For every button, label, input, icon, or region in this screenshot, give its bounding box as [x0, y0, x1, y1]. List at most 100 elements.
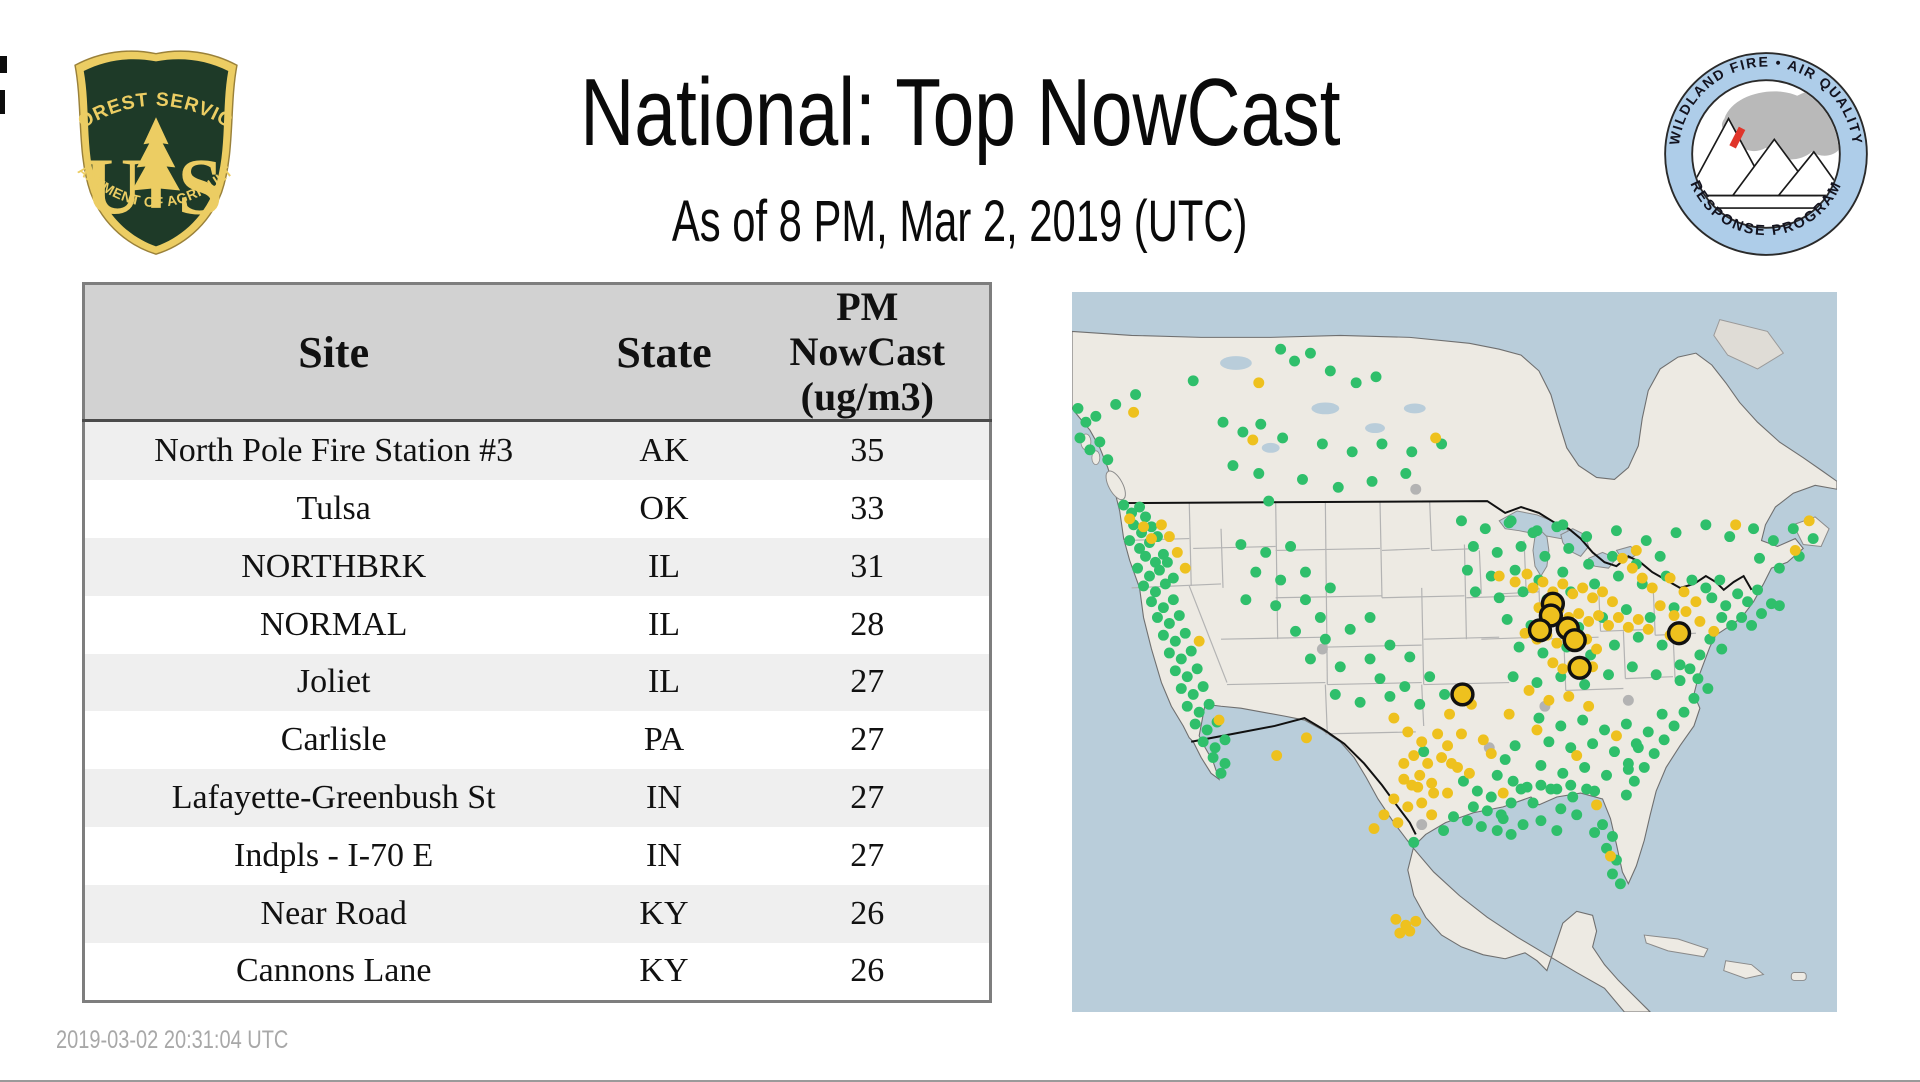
cell-pm-value: 27 [850, 663, 885, 701]
site-dot-good [1448, 811, 1459, 823]
site-dot-good [1157, 629, 1169, 641]
site-dot-good [1201, 724, 1213, 736]
generation-timestamp: 2019-03-02 20:31:04 UTC [56, 1026, 289, 1054]
site-dot-missing [1316, 643, 1328, 655]
pine-tree-icon [131, 117, 181, 208]
cell-state: KY [639, 952, 689, 990]
cell-pm-value: 28 [850, 605, 885, 643]
site-dot-good [1374, 673, 1386, 685]
site-dot-moderate [1253, 377, 1265, 389]
site-dot-moderate [1442, 740, 1454, 752]
site-dot-good [1181, 671, 1193, 683]
site-dot-good [1175, 653, 1187, 665]
site-dot-moderate [1557, 578, 1569, 590]
island-puerto-rico [1790, 972, 1807, 981]
site-dot-good [1300, 566, 1311, 578]
site-dot-good [1589, 827, 1601, 838]
table-row: Carlisle PA 27 [83, 711, 991, 770]
site-dot-moderate [1155, 519, 1167, 531]
site-dot-moderate [1626, 562, 1638, 574]
site-dot-good [1787, 523, 1799, 535]
site-dot-moderate [1531, 724, 1543, 736]
site-dot-moderate [1163, 531, 1175, 543]
site-dot-good [1551, 521, 1563, 533]
site-dot-good [1217, 416, 1229, 428]
site-dot-moderate [1416, 736, 1428, 748]
site-dot-good [1297, 473, 1308, 485]
site-dot-moderate [1402, 726, 1414, 738]
table-row: Joliet IL 27 [83, 653, 991, 712]
site-dot-moderate [1708, 625, 1720, 637]
site-dot-good [1507, 671, 1519, 683]
site-dot-good [1807, 533, 1819, 544]
site-dot-moderate [1551, 637, 1563, 649]
site-dot-good [1197, 681, 1209, 692]
site-dot-good [1551, 783, 1563, 795]
site-dot-good [1527, 527, 1539, 539]
site-dot-good [1724, 531, 1736, 543]
cell-site: Tulsa [296, 490, 371, 528]
site-dot-good [1240, 594, 1252, 606]
sites-map [1072, 292, 1837, 1012]
site-dot-good [1642, 726, 1654, 738]
site-dot-good [1638, 761, 1650, 773]
table-row: NORMAL IL 28 [83, 595, 991, 654]
site-dot-good [1505, 829, 1517, 840]
site-dot-good [1130, 389, 1142, 400]
site-dot-good [1418, 746, 1430, 758]
site-dot-good [1300, 594, 1311, 606]
table-row: Indpls - I-70 E IN 27 [83, 826, 991, 885]
site-dot-moderate [1477, 734, 1489, 746]
site-dot-good [1752, 584, 1763, 596]
site-dot-good [1414, 698, 1426, 710]
site-dot-good [1163, 647, 1175, 659]
site-dot-good [1551, 825, 1563, 836]
site-dot-moderate [1398, 773, 1410, 785]
site-dot-good [1610, 525, 1622, 537]
site-dot-moderate [1301, 732, 1312, 744]
site-dot-good [1364, 612, 1376, 623]
site-dot-good [1622, 763, 1634, 775]
site-dot-good [1579, 761, 1591, 773]
site-dot-moderate [1426, 809, 1438, 821]
site-dot-good [1601, 769, 1612, 781]
site-dot-missing [1622, 694, 1634, 706]
site-dot-good [1146, 596, 1157, 608]
site-dot-missing [1410, 483, 1422, 495]
site-dot-good [1094, 436, 1106, 448]
site-dot-moderate [1394, 927, 1406, 939]
site-dot-moderate [1398, 758, 1410, 769]
north-america-map [1072, 292, 1837, 1012]
site-dot-good [1439, 688, 1451, 700]
site-dot-good [1612, 570, 1624, 582]
site-dot-good [1531, 677, 1543, 688]
site-dot-good [1515, 541, 1527, 552]
site-dot-good [1589, 578, 1601, 590]
site-dot-good [1694, 649, 1706, 661]
site-dot-good [1406, 446, 1418, 458]
site-dot-good [1260, 546, 1272, 558]
site-dot-good [1503, 517, 1515, 529]
site-dot-moderate [1616, 552, 1628, 564]
site-dot-good [1555, 720, 1567, 732]
site-dot-moderate [1388, 712, 1400, 724]
site-dot-good [1090, 410, 1102, 422]
site-dot-good [1384, 690, 1396, 702]
site-dot-good [1334, 661, 1346, 673]
site-dot-moderate [1591, 799, 1603, 811]
cell-state: IL [647, 663, 681, 701]
site-dot-good [1467, 541, 1479, 552]
site-dot-good [1072, 402, 1084, 414]
site-dot-moderate [1442, 787, 1454, 799]
site-dot-good [1270, 600, 1282, 612]
site-dot-good [1404, 651, 1416, 663]
site-dot-good [1630, 738, 1642, 750]
site-dot-good [1507, 775, 1519, 787]
site-dot-good [1521, 781, 1533, 793]
site-dot-good [1169, 635, 1181, 647]
site-dot-moderate [1213, 714, 1225, 726]
table-row: North Pole Fire Station #3 AK 35 [83, 420, 991, 481]
site-dot-good [1263, 495, 1275, 507]
table-row: Lafayette-Greenbush St IN 27 [83, 769, 991, 827]
site-dot-good [1370, 371, 1382, 383]
